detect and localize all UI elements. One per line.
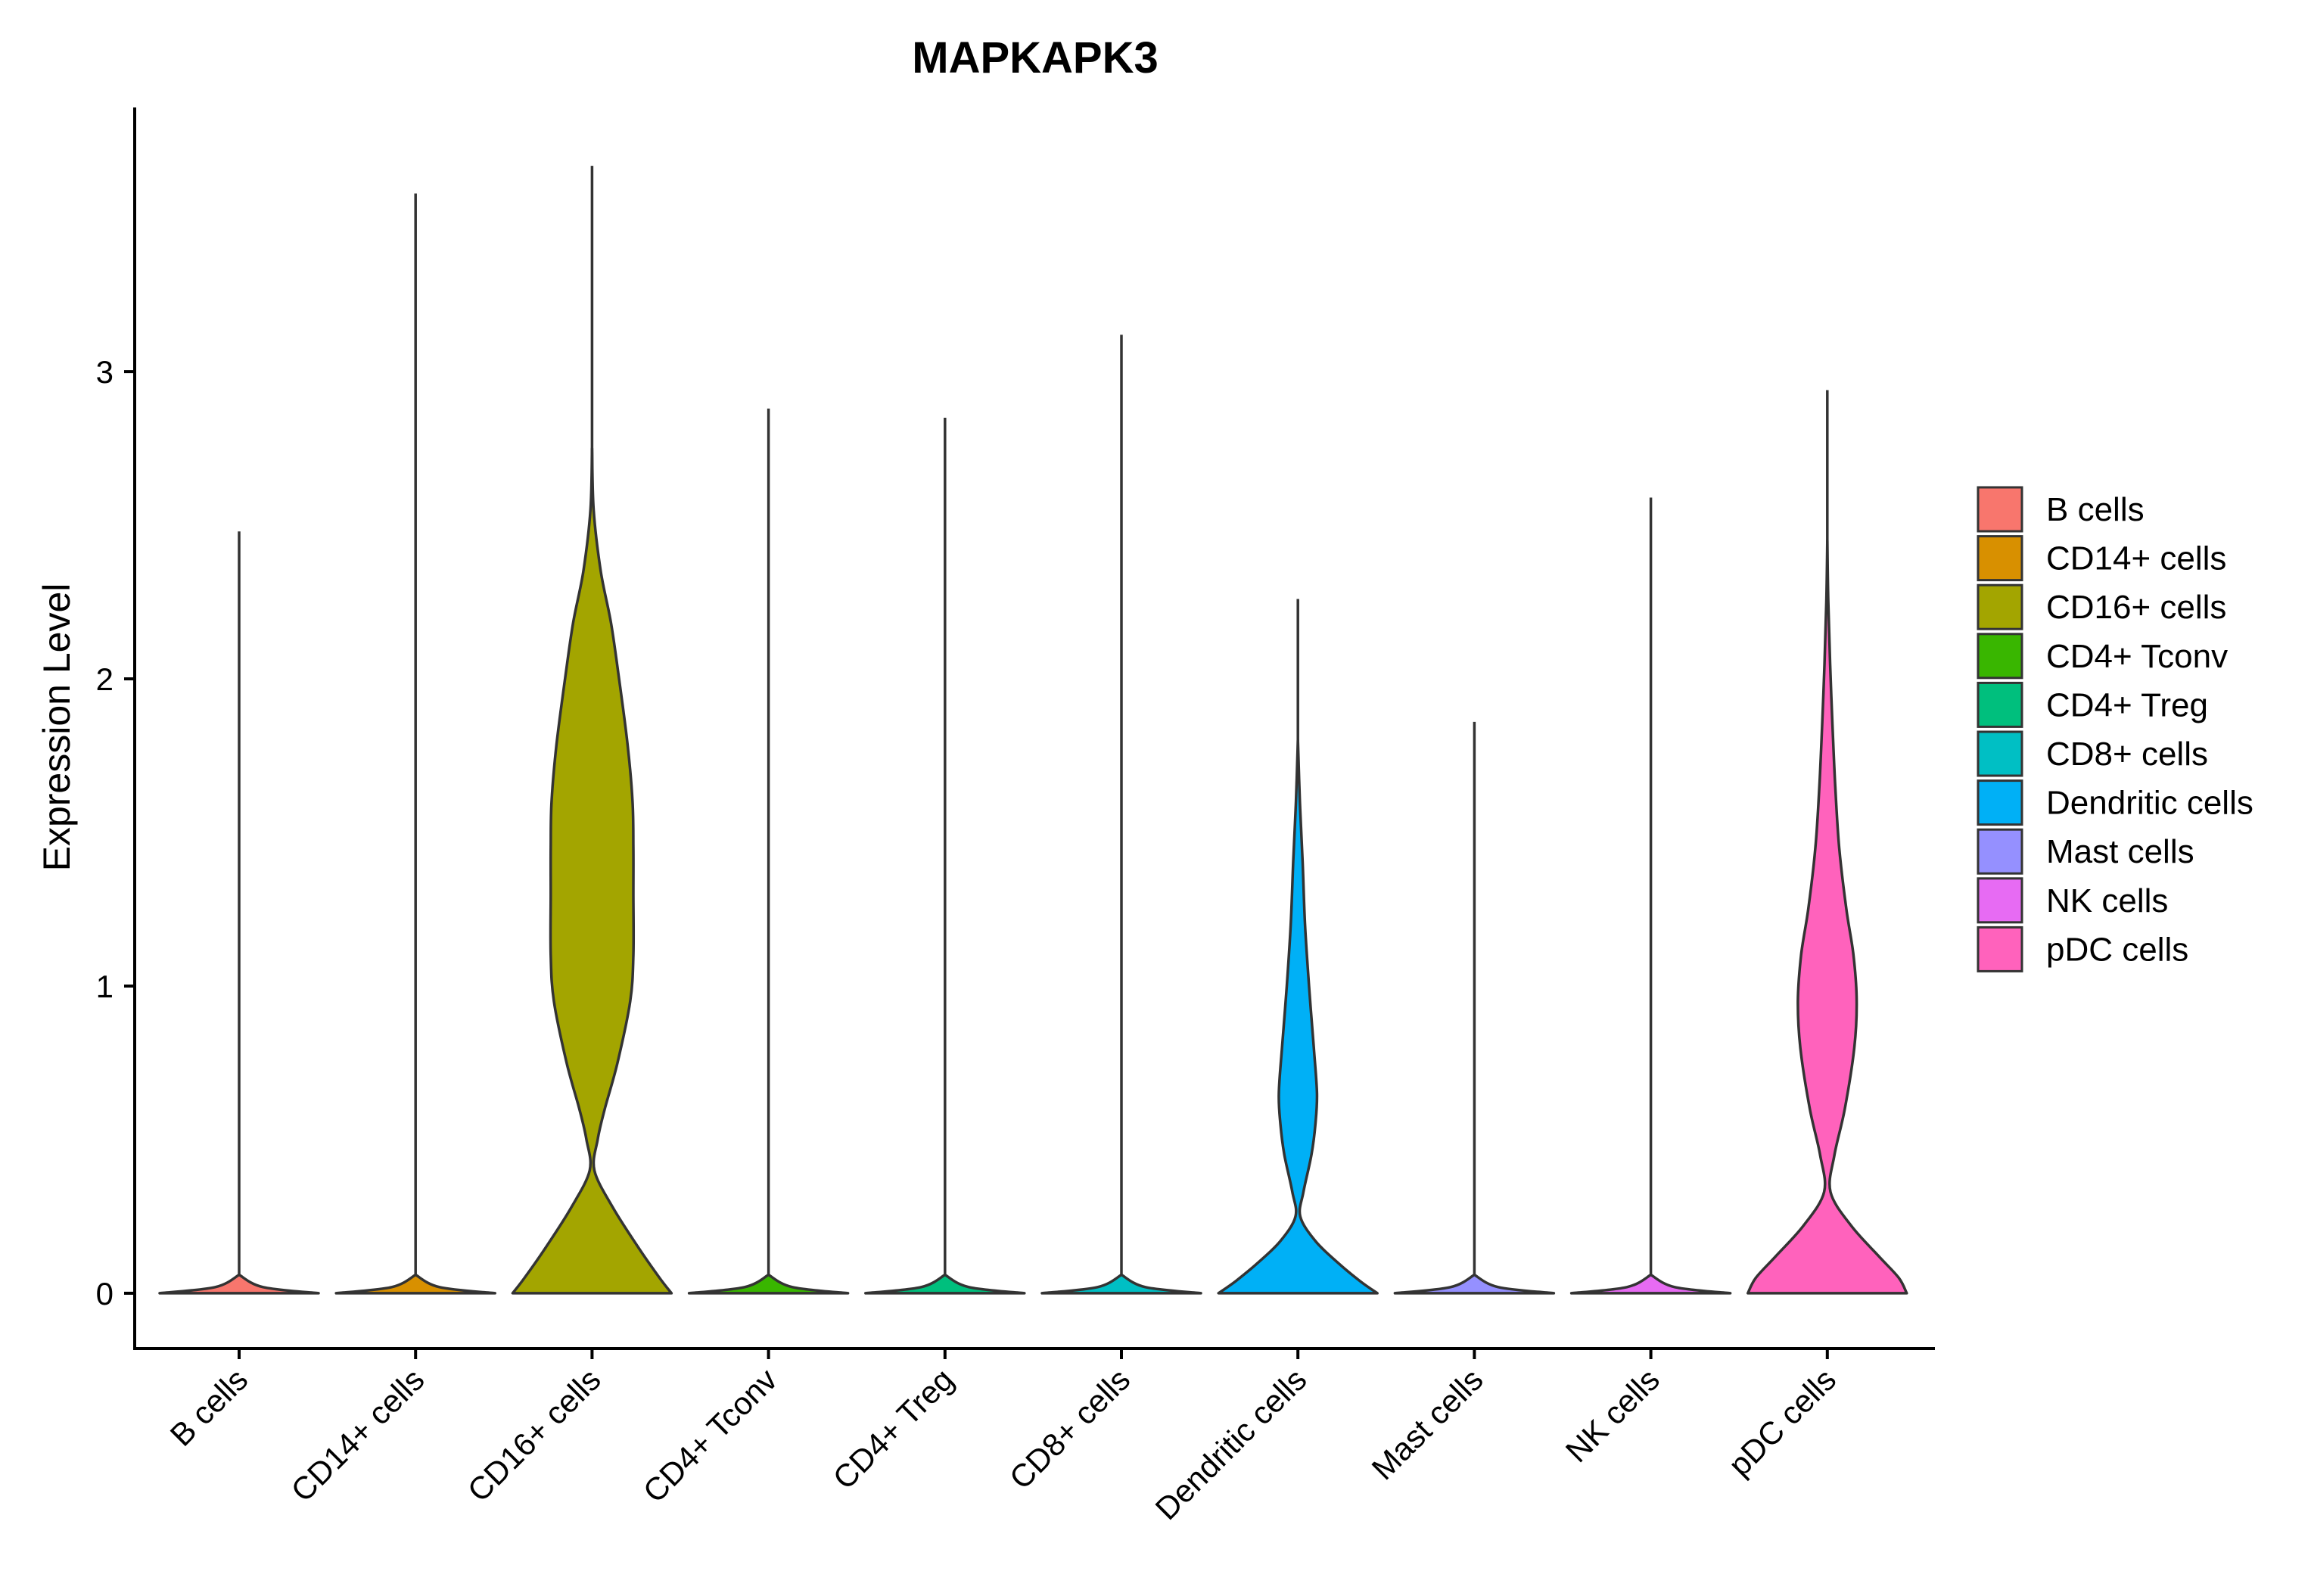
legend-label-cd16plus-cells: CD16+ cells <box>2046 589 2226 626</box>
legend-key-pdc-cells <box>1977 926 2023 972</box>
y-tick-label: 1 <box>96 969 114 1004</box>
legend-label-dendritic-cells: Dendritic cells <box>2046 785 2253 822</box>
legend-label-b-cells: B cells <box>2046 491 2145 528</box>
legend-key-cd16plus-cells <box>1977 583 2023 630</box>
violin-cd4plus-tconv <box>687 1273 850 1295</box>
legend-key-cd4plus-tconv <box>1977 633 2023 680</box>
legend: B cells CD14+ cells CD16+ cells CD4+ Tconv C… <box>1977 486 2253 972</box>
x-tick-label-cd14plus-cells: CD14+ cells <box>284 1361 431 1508</box>
legend-key-nk-cells <box>1977 877 2023 924</box>
legend-key-mast-cells <box>1977 828 2023 875</box>
axes <box>133 107 1935 1350</box>
legend-label-cd4plus-tconv: CD4+ Tconv <box>2046 638 2228 675</box>
violin-pdc-cells <box>1746 539 1908 1295</box>
y-axis-label: Expression Level <box>36 583 78 872</box>
legend-label-cd4plus-treg: CD4+ Treg <box>2046 686 2208 723</box>
y-tick-label: 0 <box>96 1276 114 1311</box>
x-tick-label-cd8plus-cells: CD8+ cells <box>1003 1361 1137 1496</box>
x-tick-label-cd4plus-tconv: CD4+ Tconv <box>636 1361 784 1509</box>
y-tick-label: 2 <box>96 661 114 697</box>
violin-cd4plus-treg <box>864 1273 1026 1295</box>
violin-cd16plus-cells <box>511 446 673 1295</box>
x-ticks: B cells CD14+ cells CD16+ cells CD4+ Tconv C… <box>163 1349 1843 1526</box>
x-tick-label-cd4plus-treg: CD4+ Treg <box>826 1361 960 1496</box>
x-tick-label-b-cells: B cells <box>163 1361 255 1453</box>
legend-label-mast-cells: Mast cells <box>2046 833 2194 870</box>
violin-b-cells <box>158 1273 320 1295</box>
y-tick-label: 3 <box>96 354 114 390</box>
x-tick-label-nk-cells: NK cells <box>1559 1361 1666 1469</box>
legend-label-cd8plus-cells: CD8+ cells <box>2046 736 2208 773</box>
chart-title: MAPKAPK3 <box>912 33 1159 82</box>
legend-key-cd14plus-cells <box>1977 535 2023 582</box>
legend-key-b-cells <box>1977 486 2023 533</box>
legend-key-dendritic-cells <box>1977 779 2023 826</box>
legend-key-cd4plus-treg <box>1977 681 2023 728</box>
violin-dendritic-cells <box>1217 739 1379 1295</box>
violin-mast-cells <box>1393 1273 1556 1295</box>
violin-group <box>158 166 1908 1295</box>
x-tick-label-mast-cells: Mast cells <box>1365 1361 1490 1486</box>
y-ticks: 0 1 2 3 <box>96 354 135 1311</box>
x-tick-label-pdc-cells: pDC cells <box>1722 1361 1843 1482</box>
legend-label-nk-cells: NK cells <box>2046 882 2168 919</box>
violin-cd14plus-cells <box>334 1273 496 1295</box>
violin-nk-cells <box>1569 1273 1732 1295</box>
legend-key-cd8plus-cells <box>1977 730 2023 777</box>
x-tick-label-dendritic-cells: Dendritic cells <box>1148 1361 1313 1526</box>
violin-cd8plus-cells <box>1040 1273 1202 1295</box>
legend-label-cd14plus-cells: CD14+ cells <box>2046 540 2226 577</box>
legend-label-pdc-cells: pDC cells <box>2046 931 2188 968</box>
x-tick-label-cd16plus-cells: CD16+ cells <box>461 1361 608 1508</box>
